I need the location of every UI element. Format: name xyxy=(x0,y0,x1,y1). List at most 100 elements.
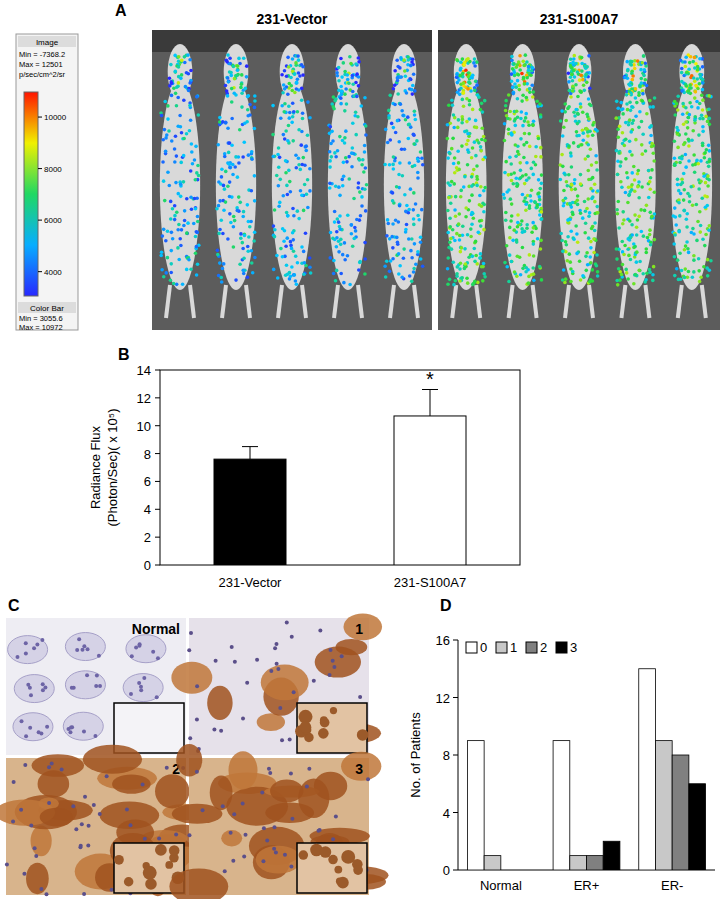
luminescence-dot xyxy=(515,109,519,113)
luminescence-dot xyxy=(588,86,592,90)
luminescence-dot xyxy=(185,197,189,201)
luminescence-dot xyxy=(396,240,400,244)
luminescence-dot xyxy=(588,129,592,133)
luminescence-dot xyxy=(477,141,481,145)
luminescence-dot xyxy=(391,257,395,261)
luminescence-dot xyxy=(409,64,413,68)
luminescence-dot xyxy=(521,267,525,271)
luminescence-dot xyxy=(696,87,700,91)
luminescence-dot xyxy=(614,116,618,120)
luminescence-dot xyxy=(629,258,633,262)
luminescence-dot xyxy=(634,273,638,277)
mouse-leg xyxy=(358,285,362,318)
luminescence-dot xyxy=(407,137,411,141)
luminescence-dot xyxy=(519,176,523,180)
group-label: 231-Vector xyxy=(257,11,328,27)
luminescence-dot xyxy=(643,209,647,213)
luminescence-dot xyxy=(592,237,596,241)
luminescence-dot xyxy=(337,66,341,70)
luminescence-dot xyxy=(360,204,364,208)
luminescence-dot xyxy=(360,163,364,167)
luminescence-dot xyxy=(410,88,414,92)
luminescence-dot xyxy=(529,194,533,198)
luminescence-dot xyxy=(511,182,515,186)
luminescence-dot xyxy=(646,236,650,240)
luminescence-dot xyxy=(363,150,367,154)
luminescence-dot xyxy=(626,69,630,73)
luminescence-dot xyxy=(561,250,565,254)
luminescence-dot xyxy=(680,71,684,75)
luminescence-dot xyxy=(618,151,622,155)
luminescence-dot xyxy=(169,249,173,253)
luminescence-dot xyxy=(226,237,230,241)
mouse-leg xyxy=(302,285,306,318)
luminescence-dot xyxy=(350,223,354,227)
luminescence-dot xyxy=(574,108,578,112)
luminescence-dot xyxy=(579,212,583,216)
luminescence-dot xyxy=(522,143,526,147)
luminescence-dot xyxy=(580,143,584,147)
luminescence-dot xyxy=(559,232,563,236)
luminescence-dot xyxy=(650,215,654,219)
luminescence-dot xyxy=(633,67,637,71)
luminescence-dot xyxy=(412,132,416,136)
luminescence-dot xyxy=(649,134,653,138)
luminescence-dot xyxy=(396,119,400,123)
luminescence-dot xyxy=(617,267,621,271)
luminescence-dot xyxy=(162,275,166,279)
luminescence-dot xyxy=(631,74,635,78)
luminescence-dot xyxy=(238,201,242,205)
luminescence-dot xyxy=(527,281,531,285)
luminescence-dot xyxy=(584,73,588,77)
luminescence-dot xyxy=(347,155,351,159)
luminescence-dot xyxy=(455,58,459,62)
luminescence-dot xyxy=(341,184,345,188)
luminescence-dot xyxy=(399,102,403,106)
luminescence-dot xyxy=(640,230,644,234)
luminescence-dot xyxy=(581,78,585,82)
luminescence-dot xyxy=(587,236,591,240)
luminescence-dot xyxy=(575,198,579,202)
luminescence-dot xyxy=(228,195,232,199)
luminescence-dot xyxy=(504,104,508,108)
luminescence-dot xyxy=(394,218,398,222)
luminescence-dot xyxy=(173,70,177,74)
luminescence-dot xyxy=(241,155,245,159)
luminescence-dot xyxy=(339,57,343,61)
luminescence-dot xyxy=(465,58,469,62)
luminescence-dot xyxy=(411,165,415,169)
luminescence-dot xyxy=(637,126,641,130)
luminescence-dot xyxy=(581,138,585,142)
luminescence-dot xyxy=(284,244,288,248)
luminescence-dot xyxy=(475,83,479,87)
luminescence-dot xyxy=(624,191,628,195)
luminescence-dot xyxy=(596,189,600,193)
luminescence-dot xyxy=(464,262,468,266)
luminescence-dot xyxy=(578,78,582,82)
luminescence-dot xyxy=(237,195,241,199)
luminescence-dot xyxy=(507,93,511,97)
luminescence-dot xyxy=(528,204,532,208)
luminescence-dot xyxy=(391,199,395,203)
luminescence-dot xyxy=(466,75,470,79)
luminescence-dot xyxy=(350,223,354,227)
luminescence-dot xyxy=(225,76,229,80)
luminescence-dot xyxy=(471,146,475,150)
luminescence-dot xyxy=(452,182,456,186)
luminescence-dot xyxy=(510,179,514,183)
luminescence-dot xyxy=(169,217,173,221)
luminescence-dot xyxy=(540,278,544,282)
luminescence-dot xyxy=(195,95,199,99)
luminescence-dot xyxy=(273,235,277,239)
luminescence-dot xyxy=(339,85,343,89)
luminescence-dot xyxy=(253,174,257,178)
luminescence-dot xyxy=(413,142,417,146)
luminescence-dot xyxy=(509,162,513,166)
luminescence-dot xyxy=(616,106,620,110)
luminescence-dot xyxy=(483,186,487,190)
luminescence-dot xyxy=(170,231,174,235)
luminescence-dot xyxy=(650,145,654,149)
luminescence-dot xyxy=(239,236,243,240)
luminescence-dot xyxy=(294,61,298,65)
luminescence-dot xyxy=(301,117,305,121)
